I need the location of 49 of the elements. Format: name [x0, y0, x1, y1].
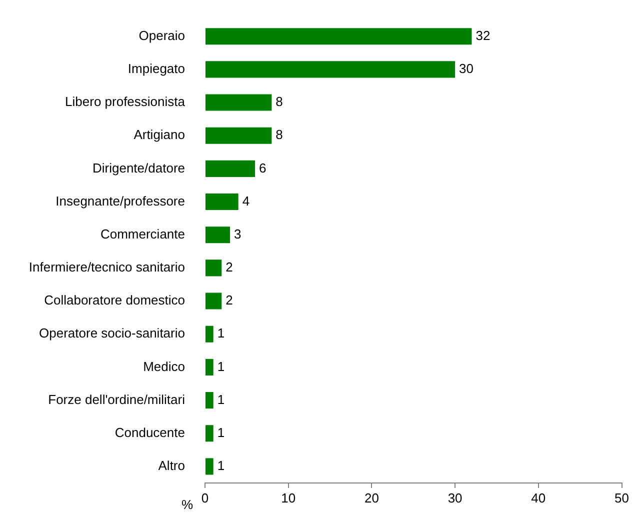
x-tick-label: 10	[281, 490, 296, 506]
data-label: 1	[217, 392, 225, 407]
y-tick-label: Insegnante/professore	[56, 193, 185, 208]
bar	[206, 28, 472, 45]
bar	[206, 358, 214, 376]
y-tick-label: Altro	[158, 458, 185, 474]
y-tick-label: Operaio	[138, 28, 185, 43]
bar	[206, 194, 238, 210]
data-label: 1	[217, 326, 225, 341]
data-label: 2	[226, 292, 233, 308]
x-tick-label: 20	[364, 490, 379, 506]
x-tick-label: 50	[614, 490, 630, 506]
data-label: 8	[276, 127, 283, 142]
y-tick-label: Infermiere/tecnico sanitario	[28, 260, 185, 275]
x-tick-label: 40	[531, 490, 546, 506]
bar	[206, 61, 456, 78]
data-label: 8	[276, 94, 283, 110]
data-label: 6	[259, 160, 266, 176]
y-tick-label: Operatore socio-sanitario	[39, 326, 185, 341]
y-tick-label: Impiegato	[128, 61, 185, 76]
data-label: 30	[459, 61, 474, 76]
bar	[206, 127, 272, 144]
data-label: 32	[476, 28, 490, 43]
bar	[206, 425, 214, 442]
data-label: 3	[234, 226, 242, 242]
data-label: 4	[242, 193, 250, 208]
bar	[206, 226, 230, 244]
bar	[206, 260, 222, 276]
y-tick-label: Artigiano	[134, 127, 185, 142]
x-axis-title: %	[181, 497, 194, 512]
bar	[206, 160, 256, 177]
bar	[206, 292, 222, 310]
y-tick-label: Collaboratore domestico	[44, 292, 185, 308]
bar	[206, 94, 272, 111]
y-tick-label: Medico	[143, 358, 185, 374]
x-tick-label: 0	[201, 490, 209, 506]
data-label: 1	[217, 458, 225, 474]
x-tick-label: 30	[448, 490, 462, 506]
bar	[206, 326, 214, 342]
bar	[206, 392, 214, 409]
bar	[206, 458, 214, 475]
data-label: 1	[217, 358, 225, 374]
y-tick-label: Forze dell'ordine/militari	[48, 392, 186, 407]
data-label: 1	[217, 424, 225, 440]
y-tick-label: Conducente	[114, 424, 185, 440]
y-tick-label: Libero professionista	[65, 94, 186, 110]
y-tick-label: Dirigente/datore	[92, 160, 185, 176]
data-label: 2	[226, 260, 233, 275]
y-tick-label: Commerciante	[100, 226, 185, 242]
